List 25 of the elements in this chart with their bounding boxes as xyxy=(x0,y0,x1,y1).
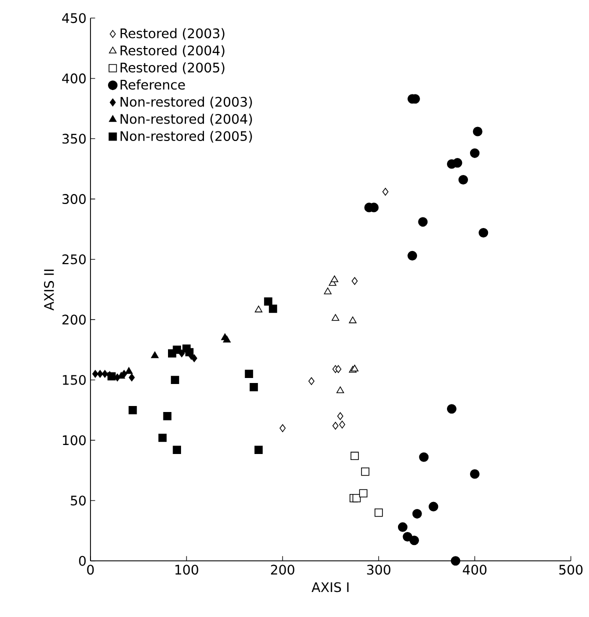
y-tick-label: 200 xyxy=(62,314,86,325)
y-tick-label: 150 xyxy=(62,374,86,385)
y-tick-label: 450 xyxy=(62,13,86,24)
y-tick-label: 50 xyxy=(70,496,86,506)
y-tick-label: 300 xyxy=(62,194,86,204)
x-tick-label: 0 xyxy=(87,564,94,575)
legend-label: Non-restored (2004) xyxy=(120,114,252,126)
x-tick-label: 500 xyxy=(559,564,583,575)
x-tick-label: 400 xyxy=(462,564,486,575)
x-tick-label: 100 xyxy=(175,564,198,575)
legend-label: Non-restored (2003) xyxy=(120,96,252,108)
x-tick-label: 200 xyxy=(271,564,294,575)
x-axis-title: AXIS I xyxy=(312,582,349,592)
legend-label: Restored (2004) xyxy=(120,45,224,57)
y-axis-title: AXIS II xyxy=(44,270,54,310)
y-tick-label: 100 xyxy=(62,435,86,446)
y-tick-label: 350 xyxy=(62,134,86,144)
y-tick-label: 250 xyxy=(62,254,86,264)
legend-label: Non-restored (2005) xyxy=(120,130,252,143)
legend-label: Restored (2005) xyxy=(120,62,224,74)
y-tick-label: 400 xyxy=(62,73,86,84)
y-tick-label: 0 xyxy=(79,556,86,566)
legend-label: Restored (2003) xyxy=(120,28,224,40)
x-tick-label: 300 xyxy=(367,564,390,575)
legend-label: Reference xyxy=(120,79,185,90)
